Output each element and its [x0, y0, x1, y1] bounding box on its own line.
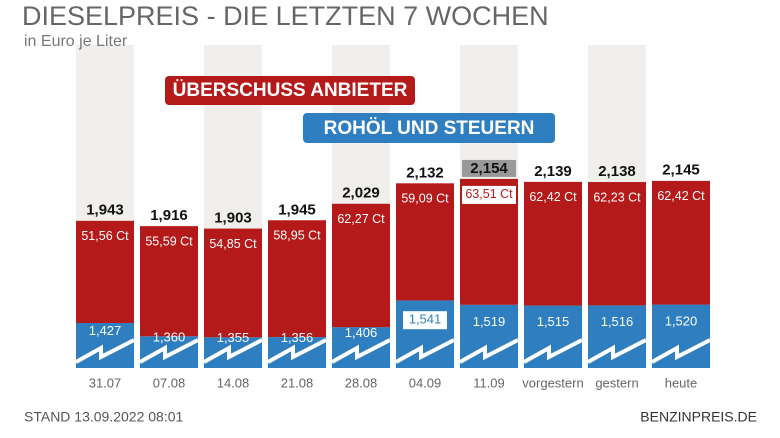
bar-base [140, 336, 198, 368]
x-tick-label: 04.09 [409, 375, 442, 390]
total-label: 1,943 [86, 202, 124, 219]
bar-surplus [588, 182, 646, 306]
base-label: 1,515 [537, 314, 570, 329]
chart-subtitle: in Euro je Liter [24, 33, 128, 50]
total-label: 1,916 [150, 207, 188, 224]
base-label: 1,356 [281, 330, 314, 345]
x-tick-label: gestern [595, 375, 638, 390]
footer-source: BENZINPREIS.DE [640, 409, 757, 425]
axis-break [459, 338, 519, 364]
bar-surplus [524, 181, 582, 306]
surplus-label: 62,27 Ct [337, 212, 385, 226]
x-tick-label: 14.08 [217, 375, 250, 390]
bar-surplus [76, 220, 134, 324]
x-tick-label: 31.07 [89, 375, 122, 390]
base-label: 1,519 [473, 314, 506, 329]
total-label: 1,945 [278, 201, 316, 218]
surplus-label: 54,85 Ct [209, 237, 257, 251]
label-box [403, 311, 447, 330]
total-label: 2,138 [598, 163, 636, 180]
x-tick-label: vorgestern [522, 375, 583, 390]
bar-surplus [204, 228, 262, 338]
bar-surplus [140, 226, 198, 337]
surplus-label: 58,95 Ct [273, 229, 321, 243]
axis-break [139, 338, 199, 364]
base-label: 1,355 [217, 330, 250, 345]
base-label: 1,541 [409, 312, 442, 327]
base-label: 1,406 [345, 325, 378, 340]
bar-base [332, 327, 390, 368]
surplus-label: 62,42 Ct [657, 189, 705, 203]
base-label: 1,427 [89, 323, 122, 338]
axis-break [651, 338, 711, 364]
footer-stand: STAND 13.09.2022 08:01 [24, 409, 184, 425]
total-box [462, 159, 516, 177]
axis-break [395, 338, 455, 364]
x-tick-label: heute [665, 375, 698, 390]
bar-base [204, 337, 262, 368]
legend-label: ÜBERSCHUSS ANBIETER [173, 80, 408, 101]
surplus-label: 51,56 Ct [81, 229, 129, 243]
label-box [462, 185, 516, 204]
x-tick-label: 21.08 [281, 375, 314, 390]
total-label: 2,154 [470, 160, 508, 177]
total-label: 2,139 [534, 163, 572, 180]
base-label: 1,516 [601, 314, 634, 329]
axis-break [203, 338, 263, 364]
total-label: 2,029 [342, 185, 380, 202]
bar-surplus [652, 180, 710, 305]
total-label: 1,903 [214, 210, 252, 227]
base-label: 1,520 [665, 314, 698, 329]
surplus-label: 59,09 Ct [401, 192, 449, 206]
base-label: 1,360 [153, 330, 186, 345]
bar-surplus [268, 220, 326, 338]
axis-break [523, 338, 583, 364]
axis-break [587, 338, 647, 364]
x-tick-label: 11.09 [473, 375, 505, 390]
bar-base [268, 337, 326, 368]
surplus-label: 62,42 Ct [529, 190, 577, 204]
axis-break [267, 338, 327, 364]
x-tick-label: 28.08 [345, 375, 378, 390]
total-label: 2,132 [406, 164, 444, 181]
axis-break [75, 338, 135, 364]
legend-label: ROHÖL UND STEUERN [324, 118, 535, 139]
bar-surplus [396, 183, 454, 301]
surplus-label: 55,59 Ct [145, 234, 193, 248]
legend-box [303, 113, 555, 143]
x-tick-label: 07.08 [153, 375, 186, 390]
surplus-label: 63,51 Ct [465, 187, 513, 201]
axis-break [331, 338, 391, 364]
total-label: 2,145 [662, 162, 700, 179]
bar-surplus [332, 203, 390, 328]
legend-box [165, 76, 415, 105]
chart-title: DIESELPREIS - DIE LETZTEN 7 WOCHEN [22, 1, 549, 31]
surplus-label: 62,23 Ct [593, 190, 641, 204]
